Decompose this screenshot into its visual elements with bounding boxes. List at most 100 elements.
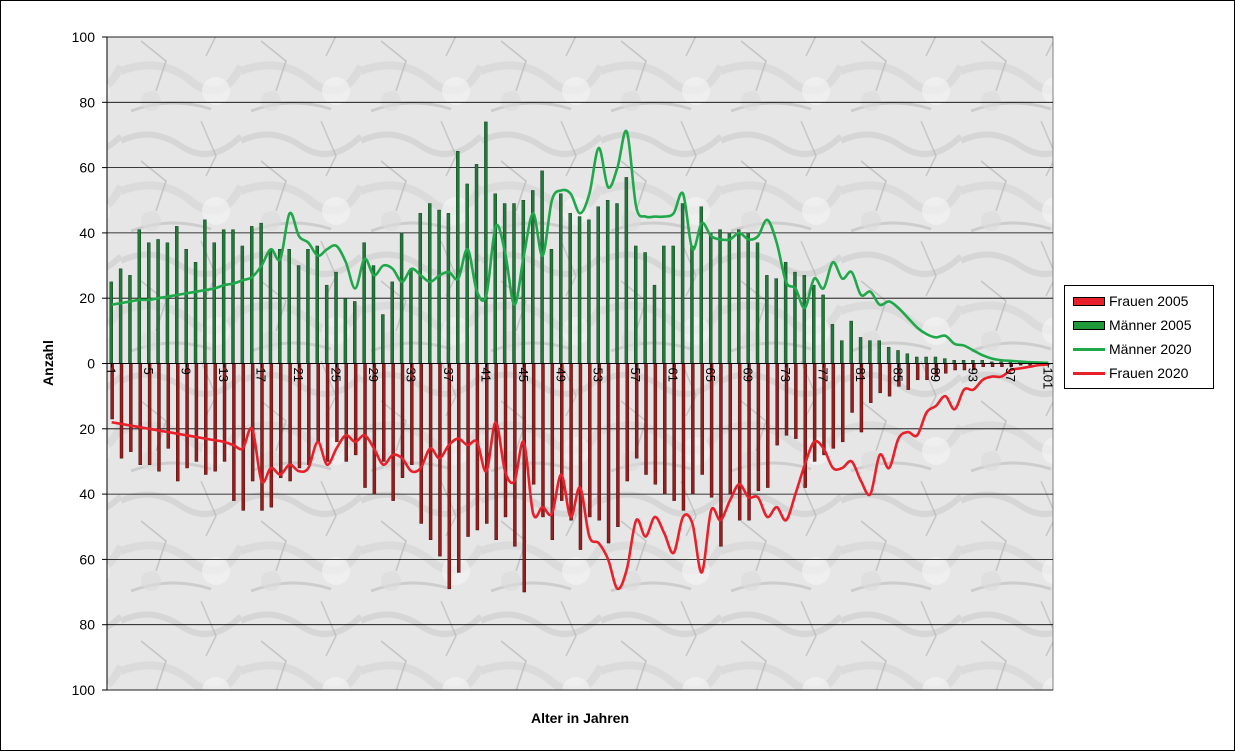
bar-frauen-2005 <box>570 364 573 521</box>
bar-maenner-2005 <box>606 200 609 363</box>
bar-frauen-2005 <box>186 364 189 468</box>
legend: Frauen 2005 Männer 2005 Männer 2020 Frau… <box>1064 285 1214 389</box>
bar-frauen-2005 <box>129 364 132 452</box>
bar-maenner-2005 <box>203 220 206 364</box>
bar-frauen-2005 <box>204 364 207 475</box>
x-tick-label: 37 <box>441 368 456 382</box>
bar-maenner-2005 <box>719 230 722 364</box>
bar-frauen-2005 <box>232 364 235 501</box>
bar-frauen-2005 <box>420 364 423 524</box>
x-tick-label: 49 <box>553 368 568 382</box>
bar-maenner-2005 <box>166 243 169 364</box>
y-tick-label: 80 <box>79 617 95 633</box>
x-tick-label: 65 <box>703 368 718 382</box>
bar-maenner-2005 <box>653 285 656 363</box>
legend-item-frauen-2020: Frauen 2020 <box>1073 361 1213 385</box>
bar-frauen-2005 <box>373 364 376 495</box>
bar-frauen-2005 <box>448 364 451 589</box>
bar-maenner-2005 <box>644 252 647 363</box>
bar-frauen-2005 <box>663 364 666 495</box>
bar-maenner-2005 <box>222 230 225 364</box>
bar-maenner-2005 <box>119 269 122 364</box>
y-tick-label: 100 <box>72 682 96 698</box>
bar-maenner-2005 <box>512 204 515 364</box>
legend-label-frauen-2005: Frauen 2005 <box>1109 293 1188 309</box>
bar-maenner-2005 <box>840 341 843 364</box>
bar-maenner-2005 <box>409 269 412 364</box>
legend-label-maenner-2005: Männer 2005 <box>1109 317 1192 333</box>
bar-frauen-2005 <box>794 364 797 439</box>
bar-maenner-2005 <box>897 350 900 363</box>
bar-maenner-2005 <box>213 243 216 364</box>
bar-maenner-2005 <box>887 347 890 363</box>
x-tick-label: 9 <box>179 368 194 375</box>
bar-maenner-2005 <box>597 207 600 364</box>
bar-maenner-2005 <box>278 249 281 363</box>
x-tick-label: 85 <box>890 368 905 382</box>
bar-frauen-2005 <box>120 364 123 459</box>
bar-maenner-2005 <box>765 275 768 363</box>
bar-frauen-2005 <box>645 364 648 475</box>
bar-maenner-2005 <box>269 249 272 363</box>
x-tick-label: 41 <box>478 368 493 382</box>
bar-maenner-2005 <box>690 246 693 364</box>
bar-frauen-2005 <box>242 364 245 511</box>
bar-maenner-2005 <box>634 246 637 364</box>
bar-frauen-2005 <box>279 364 282 478</box>
bar-maenner-2005 <box>325 285 328 363</box>
bar-frauen-2005 <box>738 364 741 521</box>
bar-maenner-2005 <box>569 213 572 363</box>
bar-maenner-2005 <box>587 220 590 364</box>
bar-maenner-2005 <box>934 357 937 364</box>
bar-frauen-2005 <box>167 364 170 449</box>
bar-maenner-2005 <box>381 315 384 364</box>
bar-maenner-2005 <box>550 249 553 363</box>
bar-maenner-2005 <box>447 213 450 363</box>
legend-item-maenner-2005: Männer 2005 <box>1073 313 1213 337</box>
bar-maenner-2005 <box>194 262 197 363</box>
bar-maenner-2005 <box>616 204 619 364</box>
bar-maenner-2005 <box>943 359 946 364</box>
bar-frauen-2005 <box>195 364 198 462</box>
bar-frauen-2005 <box>541 364 544 517</box>
bar-maenner-2005 <box>859 337 862 363</box>
y-tick-label: 40 <box>79 486 95 502</box>
x-tick-label: 21 <box>291 368 306 382</box>
y-tick-label: 40 <box>79 225 95 241</box>
bar-maenner-2005 <box>728 233 731 364</box>
bar-maenner-2005 <box>775 279 778 364</box>
bar-frauen-2005 <box>485 364 488 524</box>
x-tick-label: 81 <box>853 368 868 382</box>
y-tick-label: 20 <box>79 290 95 306</box>
bar-maenner-2005 <box>681 204 684 364</box>
bar-maenner-2005 <box>803 275 806 363</box>
bar-frauen-2005 <box>916 364 919 380</box>
bar-maenner-2005 <box>747 233 750 364</box>
bar-frauen-2005 <box>588 364 591 517</box>
bar-frauen-2005 <box>841 364 844 442</box>
bar-frauen-2005 <box>654 364 657 485</box>
x-tick-label: 13 <box>216 368 231 382</box>
bar-maenner-2005 <box>344 298 347 363</box>
x-tick-label: 89 <box>928 368 943 382</box>
bar-frauen-2005 <box>944 364 947 374</box>
x-tick-label: 57 <box>628 368 643 382</box>
bar-maenner-2005 <box>915 357 918 364</box>
bar-maenner-2005 <box>241 246 244 364</box>
legend-swatch-maenner-2005 <box>1073 321 1105 330</box>
bar-maenner-2005 <box>250 226 253 363</box>
bar-frauen-2005 <box>467 364 470 537</box>
bar-maenner-2005 <box>756 243 759 364</box>
bar-frauen-2005 <box>457 364 460 573</box>
bar-frauen-2005 <box>879 364 882 393</box>
bar-maenner-2005 <box>138 230 141 364</box>
bar-maenner-2005 <box>662 246 665 364</box>
bar-maenner-2005 <box>906 354 909 364</box>
bar-maenner-2005 <box>316 246 319 364</box>
bar-frauen-2005 <box>832 364 835 449</box>
bar-frauen-2005 <box>317 364 320 442</box>
bar-maenner-2005 <box>297 266 300 364</box>
